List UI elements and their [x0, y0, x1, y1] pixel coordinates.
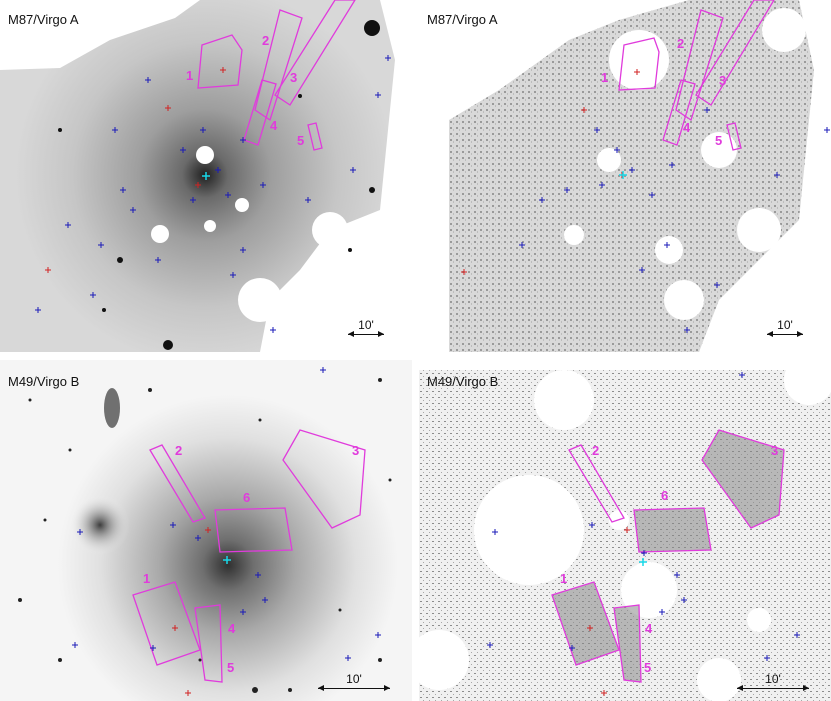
scale-arrow [737, 685, 809, 691]
panel-m49-smooth: 2 3 6 1 4 5 M49/Virgo B 10' [0, 360, 412, 701]
svg-text:6: 6 [243, 490, 250, 505]
svg-text:2: 2 [677, 36, 684, 51]
region-labels: 2 3 6 1 4 5 [560, 443, 778, 675]
panel-label: M49/Virgo B [427, 374, 499, 389]
galaxies [58, 20, 380, 350]
m87-smooth-image: 1 2 3 4 5 [0, 0, 395, 352]
center-marker [639, 558, 647, 566]
masked-stars [419, 360, 831, 701]
svg-text:3: 3 [719, 73, 726, 88]
masked-stars [564, 8, 806, 320]
red-markers [587, 527, 630, 696]
svg-text:4: 4 [645, 621, 653, 636]
diffuse-light [552, 430, 784, 682]
region-labels: 1 2 3 4 5 [186, 33, 304, 148]
svg-text:1: 1 [560, 571, 567, 586]
svg-text:1: 1 [143, 571, 150, 586]
svg-text:3: 3 [771, 443, 778, 458]
panel-label: M49/Virgo B [8, 374, 80, 389]
svg-text:6: 6 [661, 488, 668, 503]
red-markers [45, 67, 226, 273]
svg-text:3: 3 [352, 443, 359, 458]
svg-text:4: 4 [683, 120, 691, 135]
m49-residual-image: 2 3 6 1 4 5 [419, 360, 831, 701]
scale-label: 10' [777, 318, 793, 332]
svg-text:2: 2 [262, 33, 269, 48]
center-marker [202, 172, 210, 180]
panel-m49-residual: 2 3 6 1 4 5 M49/Virgo B 10' [419, 360, 831, 701]
scale-label: 10' [346, 672, 362, 686]
svg-text:1: 1 [601, 70, 608, 85]
panel-m87-smooth: 1 2 3 4 5 M87/Virgo A 10' [0, 0, 412, 352]
edge-on-galaxy [104, 388, 120, 428]
blue-markers [487, 372, 800, 661]
regions [551, 429, 785, 683]
scale-bar: 10' [318, 672, 390, 691]
blue-markers [35, 55, 391, 333]
m87-image-footprint [0, 0, 395, 352]
svg-text:4: 4 [270, 118, 278, 133]
blue-markers [519, 107, 830, 333]
svg-text:1: 1 [186, 68, 193, 83]
scale-label: 10' [358, 318, 374, 332]
svg-text:2: 2 [175, 443, 182, 458]
m87-residual-footprint [449, 0, 814, 352]
scale-arrow [348, 331, 384, 337]
center-marker [619, 171, 627, 179]
svg-text:5: 5 [644, 660, 651, 675]
region-labels: 1 2 3 4 5 [601, 36, 726, 148]
svg-text:4: 4 [228, 621, 236, 636]
background-sources [18, 378, 392, 693]
scale-label: 10' [765, 672, 781, 686]
scale-arrow [318, 685, 390, 691]
red-markers [172, 527, 211, 696]
scale-bar: 10' [348, 318, 384, 337]
scale-arrow [767, 331, 803, 337]
scale-bar: 10' [737, 672, 809, 691]
svg-text:5: 5 [297, 133, 304, 148]
svg-text:5: 5 [227, 660, 234, 675]
regions [197, 0, 356, 151]
panel-label: M87/Virgo A [427, 12, 498, 27]
panel-label: M87/Virgo A [8, 12, 79, 27]
svg-text:2: 2 [592, 443, 599, 458]
center-marker [223, 556, 231, 564]
svg-text:5: 5 [715, 133, 722, 148]
m87-residual-image: 1 2 3 4 5 [449, 0, 830, 352]
m49-smooth-image: 2 3 6 1 4 5 [0, 360, 412, 701]
panel-m87-residual: 1 2 3 4 5 M87/Virgo A 10' [419, 0, 831, 352]
regions [618, 0, 775, 151]
masked-stars [151, 146, 348, 322]
regions [132, 429, 366, 683]
blue-markers [72, 367, 381, 661]
svg-text:3: 3 [290, 70, 297, 85]
scale-bar: 10' [767, 318, 803, 337]
region-labels: 2 3 6 1 4 5 [143, 443, 359, 675]
